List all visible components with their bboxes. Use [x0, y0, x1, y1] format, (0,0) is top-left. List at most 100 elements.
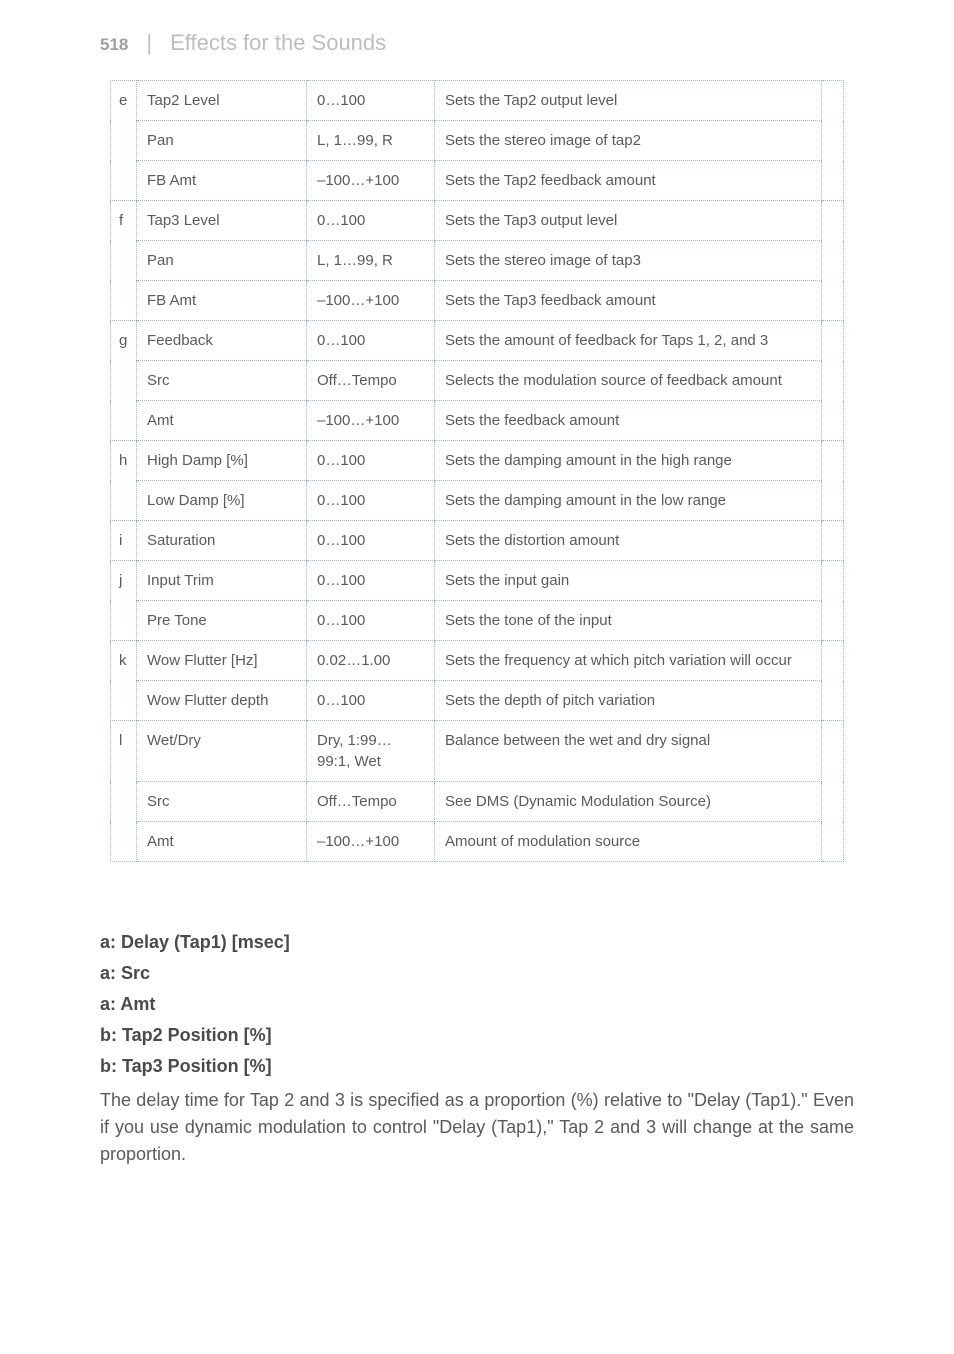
table-row: PanL, 1…99, RSets the stereo image of ta… [111, 121, 844, 161]
row-description: Balance between the wet and dry signal [435, 721, 822, 782]
row-description: Sets the stereo image of tap3 [435, 241, 822, 281]
table-row: SrcOff…TempoSee DMS (Dynamic Modulation … [111, 782, 844, 822]
row-range: L, 1…99, R [307, 121, 435, 161]
row-trailing [822, 822, 844, 862]
row-description: Sets the distortion amount [435, 521, 822, 561]
table-row: FB Amt–100…+100Sets the Tap3 feedback am… [111, 281, 844, 321]
row-description: Amount of modulation source [435, 822, 822, 862]
page-header: 518 | Effects for the Sounds [0, 30, 954, 80]
row-range: 0…100 [307, 321, 435, 361]
row-param: Tap2 Level [137, 81, 307, 121]
header-divider: | [146, 30, 152, 56]
row-description: Sets the damping amount in the low range [435, 481, 822, 521]
row-letter: i [111, 521, 137, 561]
notes-heading: b: Tap3 Position [%] [100, 1056, 854, 1077]
row-trailing [822, 782, 844, 822]
row-param: FB Amt [137, 161, 307, 201]
row-param: Input Trim [137, 561, 307, 601]
notes-heading: a: Amt [100, 994, 854, 1015]
row-range: 0…100 [307, 201, 435, 241]
row-param: Wet/Dry [137, 721, 307, 782]
row-range: 0…100 [307, 481, 435, 521]
row-description: Sets the frequency at which pitch variat… [435, 641, 822, 681]
row-description: Selects the modulation source of feedbac… [435, 361, 822, 401]
row-trailing [822, 121, 844, 161]
table-row: gFeedback0…100Sets the amount of feedbac… [111, 321, 844, 361]
row-range: Dry, 1:99…99:1, Wet [307, 721, 435, 782]
table-row: Wow Flutter depth0…100Sets the depth of … [111, 681, 844, 721]
row-description: Sets the depth of pitch variation [435, 681, 822, 721]
row-description: Sets the amount of feedback for Taps 1, … [435, 321, 822, 361]
row-letter: f [111, 201, 137, 241]
notes-section: a: Delay (Tap1) [msec]a: Srca: Amtb: Tap… [0, 862, 954, 1168]
row-description: Sets the Tap3 output level [435, 201, 822, 241]
row-range: –100…+100 [307, 401, 435, 441]
table-row: iSaturation0…100Sets the distortion amou… [111, 521, 844, 561]
row-trailing [822, 641, 844, 681]
row-letter: h [111, 441, 137, 481]
row-letter [111, 361, 137, 401]
table-row: FB Amt–100…+100Sets the Tap2 feedback am… [111, 161, 844, 201]
row-trailing [822, 161, 844, 201]
row-range: 0…100 [307, 81, 435, 121]
row-param: Amt [137, 822, 307, 862]
row-trailing [822, 481, 844, 521]
row-trailing [822, 201, 844, 241]
row-description: Sets the Tap2 output level [435, 81, 822, 121]
row-trailing [822, 441, 844, 481]
row-description: Sets the Tap2 feedback amount [435, 161, 822, 201]
row-param: Src [137, 782, 307, 822]
row-trailing [822, 321, 844, 361]
row-range: 0…100 [307, 521, 435, 561]
row-range: –100…+100 [307, 161, 435, 201]
table-row: SrcOff…TempoSelects the modulation sourc… [111, 361, 844, 401]
row-range: 0…100 [307, 601, 435, 641]
row-trailing [822, 721, 844, 782]
row-range: 0…100 [307, 441, 435, 481]
row-param: Src [137, 361, 307, 401]
row-letter [111, 161, 137, 201]
row-range: –100…+100 [307, 281, 435, 321]
notes-heading: b: Tap2 Position [%] [100, 1025, 854, 1046]
row-description: See DMS (Dynamic Modulation Source) [435, 782, 822, 822]
row-param: High Damp [%] [137, 441, 307, 481]
row-letter: k [111, 641, 137, 681]
notes-paragraph: The delay time for Tap 2 and 3 is specif… [100, 1087, 854, 1168]
table-row: lWet/DryDry, 1:99…99:1, WetBalance betwe… [111, 721, 844, 782]
page-number: 518 [100, 35, 128, 55]
notes-heading: a: Delay (Tap1) [msec] [100, 932, 854, 953]
row-description: Sets the feedback amount [435, 401, 822, 441]
parameter-table: eTap2 Level0…100Sets the Tap2 output lev… [0, 80, 954, 862]
row-trailing [822, 241, 844, 281]
row-letter [111, 281, 137, 321]
row-letter [111, 121, 137, 161]
table-row: Amt–100…+100Sets the feedback amount [111, 401, 844, 441]
row-letter [111, 601, 137, 641]
row-range: Off…Tempo [307, 361, 435, 401]
row-letter [111, 241, 137, 281]
row-description: Sets the stereo image of tap2 [435, 121, 822, 161]
row-letter [111, 782, 137, 822]
table-row: fTap3 Level0…100Sets the Tap3 output lev… [111, 201, 844, 241]
row-letter: g [111, 321, 137, 361]
row-letter: l [111, 721, 137, 782]
row-trailing [822, 521, 844, 561]
row-range: 0…100 [307, 681, 435, 721]
row-trailing [822, 401, 844, 441]
row-param: Low Damp [%] [137, 481, 307, 521]
table-row: jInput Trim0…100Sets the input gain [111, 561, 844, 601]
row-param: Pan [137, 121, 307, 161]
row-param: Wow Flutter [Hz] [137, 641, 307, 681]
row-trailing [822, 681, 844, 721]
table-row: Pre Tone0…100Sets the tone of the input [111, 601, 844, 641]
row-description: Sets the tone of the input [435, 601, 822, 641]
row-range: 0.02…1.00 [307, 641, 435, 681]
row-trailing [822, 561, 844, 601]
row-trailing [822, 601, 844, 641]
row-param: Saturation [137, 521, 307, 561]
table-row: kWow Flutter [Hz]0.02…1.00Sets the frequ… [111, 641, 844, 681]
table-row: PanL, 1…99, RSets the stereo image of ta… [111, 241, 844, 281]
row-range: 0…100 [307, 561, 435, 601]
row-param: Tap3 Level [137, 201, 307, 241]
row-description: Sets the input gain [435, 561, 822, 601]
